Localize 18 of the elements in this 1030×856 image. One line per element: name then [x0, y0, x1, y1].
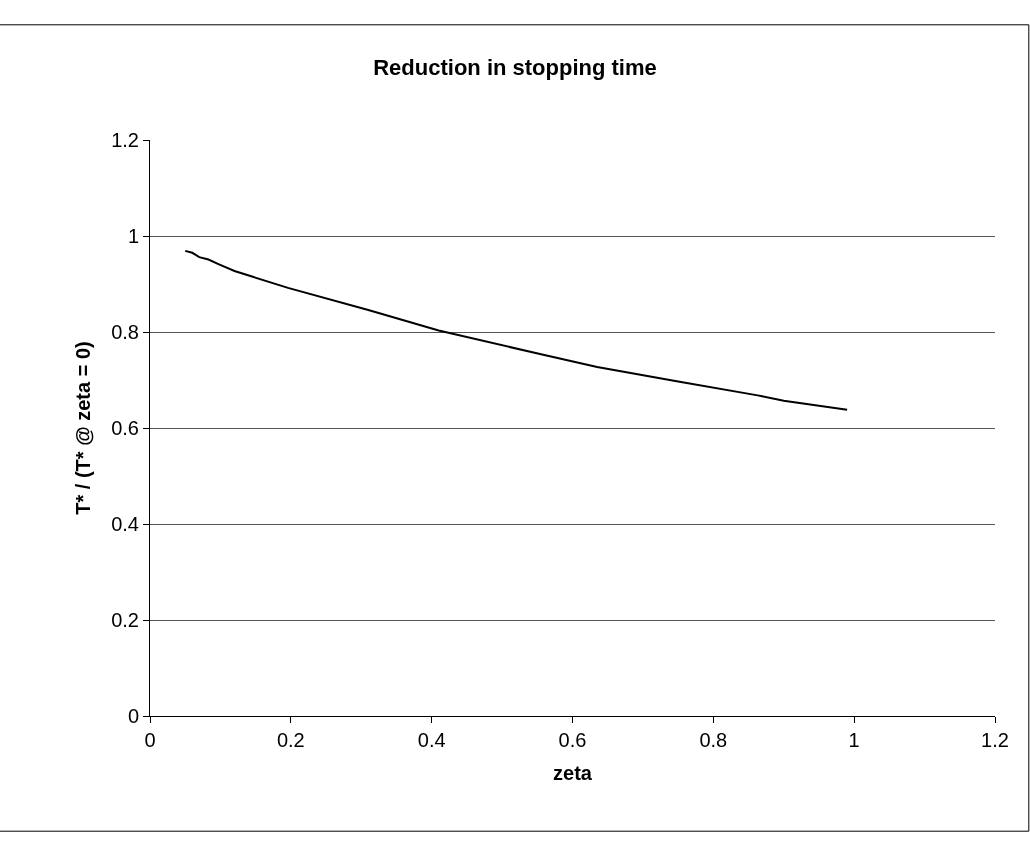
x-tick-label: 0 — [144, 729, 156, 751]
y-tick-label: 0.4 — [111, 513, 139, 535]
x-axis-title: zeta — [553, 761, 593, 784]
x-tick-label: 1 — [848, 729, 860, 751]
y-tick-label: 1.2 — [111, 129, 139, 151]
y-axis-title: T* / (T* @ zeta = 0) — [71, 341, 94, 515]
y-tick-label: 1 — [127, 225, 139, 247]
chart-title: Reduction in stopping time — [373, 55, 657, 81]
y-tick-label: 0.2 — [111, 609, 139, 631]
x-tick-label: 0.6 — [558, 729, 587, 751]
x-tick-label: 0.2 — [276, 729, 305, 751]
x-tick-label: 0.4 — [417, 729, 446, 751]
y-tick-label: 0 — [127, 705, 139, 727]
y-tick-label: 0.8 — [111, 321, 139, 343]
line-series — [184, 249, 849, 411]
x-tick-label: 1.2 — [981, 729, 1009, 751]
x-tick-label: 0.8 — [699, 729, 728, 751]
y-tick-label: 0.6 — [111, 417, 139, 439]
